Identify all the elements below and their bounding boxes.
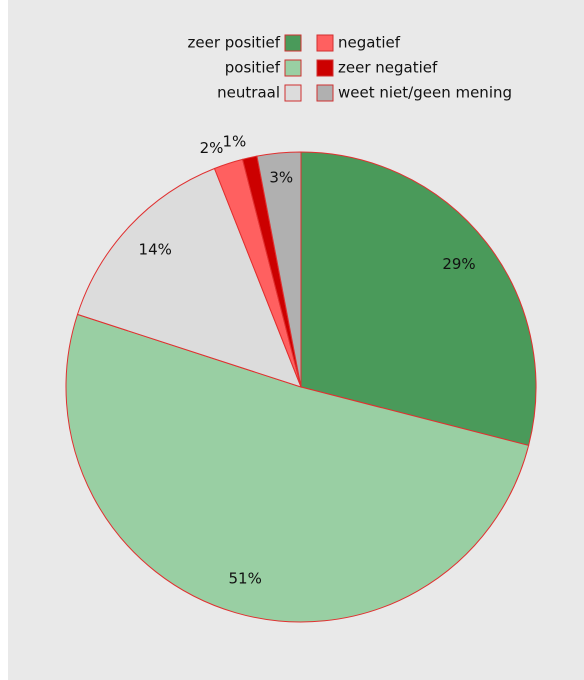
legend-label: weet niet/geen mening xyxy=(338,84,512,102)
pie-slice xyxy=(300,151,537,447)
legend-swatch xyxy=(316,34,334,52)
slice-label: 14% xyxy=(139,241,172,259)
legend-swatch xyxy=(284,34,302,52)
slice-label: 51% xyxy=(229,570,262,588)
slice-label: 3% xyxy=(269,168,293,186)
legend-label: positief xyxy=(225,59,281,77)
pie-slice xyxy=(256,151,302,388)
slice-label: 1% xyxy=(222,133,246,151)
pie-slice xyxy=(76,167,302,388)
legend-swatch xyxy=(316,84,334,102)
legend-label: neutraal xyxy=(217,84,280,102)
legend-swatch xyxy=(284,84,302,102)
slice-label: 29% xyxy=(442,255,475,273)
slice-label: 2% xyxy=(200,139,224,157)
legend-label: zeer negatief xyxy=(338,59,438,77)
legend-swatch xyxy=(284,59,302,77)
legend-label: zeer positief xyxy=(187,34,280,52)
legend-label: negatief xyxy=(338,34,401,52)
legend-swatch xyxy=(316,59,334,77)
pie-slice xyxy=(65,313,530,623)
